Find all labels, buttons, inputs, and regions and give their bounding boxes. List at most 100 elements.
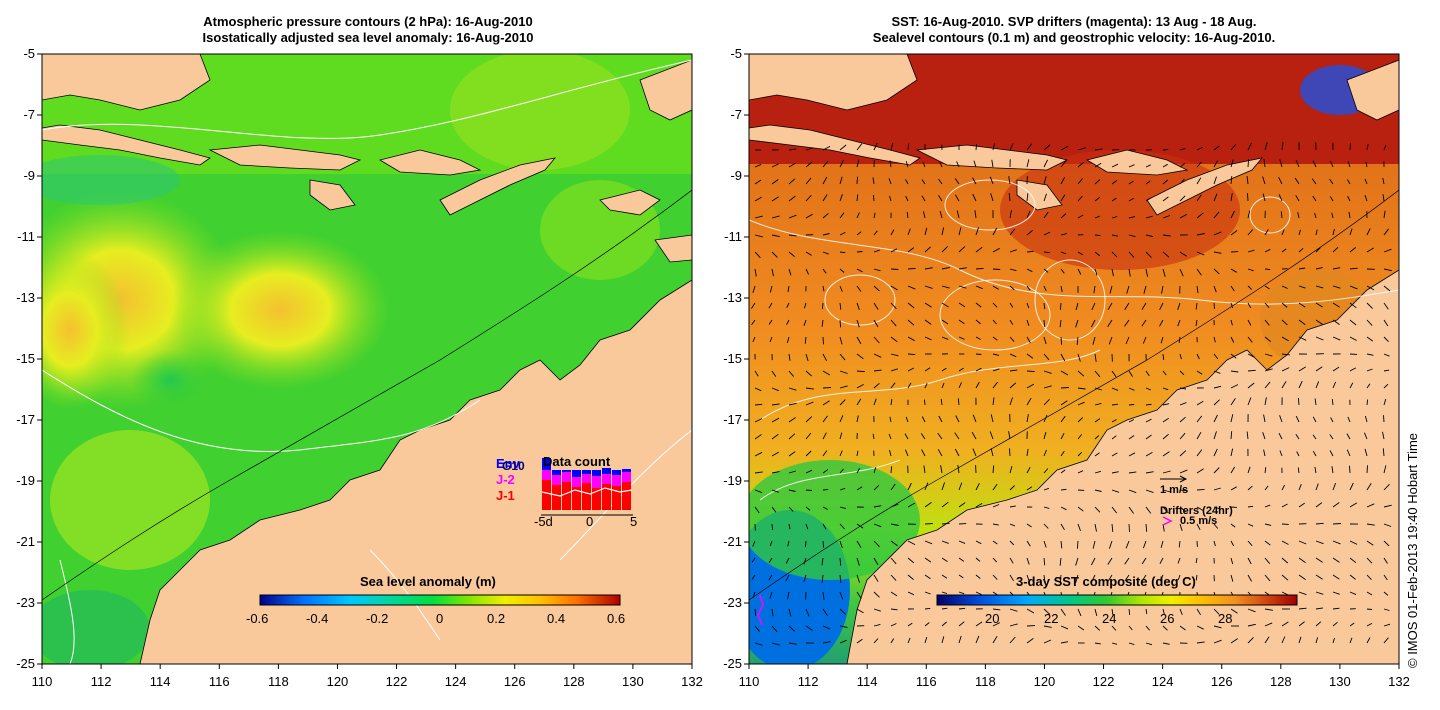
velocity-arrow — [1279, 415, 1283, 423]
velocity-arrow — [1177, 574, 1181, 581]
velocity-arrow — [1298, 621, 1305, 627]
velocity-arrow — [822, 506, 829, 510]
velocity-arrow — [1365, 161, 1368, 168]
velocity-arrow — [1213, 431, 1217, 440]
velocity-arrow — [1332, 637, 1335, 644]
velocity-arrow — [1315, 247, 1321, 253]
velocity-arrow — [1043, 639, 1052, 644]
velocity-arrow — [1128, 419, 1135, 423]
velocity-arrow — [1331, 466, 1334, 474]
y-tick-label: -9 — [23, 168, 35, 183]
velocity-arrow — [941, 482, 946, 491]
velocity-arrow — [1060, 641, 1069, 644]
velocity-arrow — [907, 285, 916, 290]
velocity-arrow — [973, 160, 977, 168]
velocity-arrow — [1264, 302, 1270, 308]
velocity-arrow — [1111, 608, 1114, 616]
velocity-arrow — [788, 625, 796, 632]
velocity-arrow — [788, 387, 797, 391]
velocity-arrow — [1026, 370, 1035, 373]
velocity-arrow — [1230, 302, 1234, 309]
ssla-cbar-label: -0.2 — [366, 611, 389, 626]
velocity-arrow — [1026, 557, 1030, 565]
right-title-line2: Sealevel contours (0.1 m) and geostrophi… — [872, 30, 1276, 45]
velocity-arrow — [1026, 466, 1031, 474]
velocity-arrow — [1383, 540, 1390, 547]
velocity-arrow — [1382, 448, 1385, 457]
velocity-arrow — [904, 449, 909, 457]
velocity-arrow — [1145, 251, 1152, 258]
velocity-arrow — [1111, 197, 1117, 202]
velocity-arrow — [1281, 503, 1288, 508]
velocity-arrow — [1196, 641, 1205, 644]
velocity-arrow — [1094, 642, 1101, 645]
velocity-arrow — [1142, 540, 1147, 549]
velocity-arrow — [1298, 636, 1302, 644]
velocity-arrow — [1143, 285, 1147, 294]
velocity-arrow — [1111, 234, 1119, 237]
velocity-arrow — [890, 503, 899, 508]
velocity-arrow — [1043, 193, 1047, 202]
velocity-arrow — [839, 212, 845, 219]
velocity-arrow — [1349, 267, 1358, 270]
velocity-arrow — [1043, 159, 1049, 168]
velocity-arrow — [890, 248, 898, 253]
velocity-arrow — [839, 399, 846, 406]
velocity-arrow — [804, 336, 807, 344]
velocity-arrow — [1026, 250, 1034, 253]
velocity-arrow — [1060, 145, 1069, 151]
velocity-arrow — [1043, 398, 1050, 406]
velocity-arrow — [785, 557, 790, 564]
velocity-arrow — [1297, 397, 1300, 406]
velocity-arrow — [1009, 319, 1014, 325]
velocity-arrow — [1094, 506, 1101, 513]
velocity-arrow — [1298, 574, 1306, 580]
velocity-arrow — [856, 486, 863, 491]
velocity-arrow — [1347, 195, 1351, 202]
velocity-arrow — [1026, 319, 1030, 326]
velocity-arrow — [1298, 336, 1307, 341]
velocity-arrow — [1246, 431, 1249, 440]
velocity-arrow — [890, 368, 898, 372]
velocity-arrow — [888, 433, 892, 440]
velocity-arrow — [839, 251, 846, 254]
x-tick-label: 128 — [1269, 674, 1292, 689]
velocity-arrow — [992, 368, 1000, 372]
velocity-arrow — [856, 143, 863, 151]
velocity-arrow — [1162, 433, 1169, 440]
velocity-arrow — [1349, 482, 1354, 491]
velocity-arrow — [752, 336, 756, 343]
velocity-arrow — [1329, 160, 1334, 168]
velocity-arrow — [1349, 622, 1355, 627]
inset-xlabel: 0 — [586, 514, 594, 529]
velocity-arrow — [1124, 557, 1130, 565]
velocity-arrow — [1196, 194, 1202, 202]
x-tick-label: 130 — [622, 674, 644, 689]
velocity-arrow — [924, 607, 931, 610]
velocity-arrow — [1383, 319, 1389, 327]
velocity-arrow — [1162, 370, 1167, 376]
velocity-arrow — [856, 450, 859, 457]
velocity-arrow — [1230, 574, 1234, 582]
velocity-arrow — [1196, 370, 1203, 375]
velocity-arrow — [1346, 449, 1351, 457]
velocity-arrow — [839, 468, 844, 474]
sst-cbar-label: 22 — [1044, 611, 1059, 626]
velocity-arrow — [1094, 268, 1098, 276]
x-tick-label: 114 — [149, 674, 171, 689]
velocity-arrow — [1315, 607, 1324, 610]
velocity-arrow — [1162, 268, 1166, 277]
velocity-arrow — [1383, 369, 1390, 372]
velocity-arrow — [958, 482, 963, 491]
velocity-arrow — [1196, 488, 1205, 491]
velocity-arrow — [821, 574, 824, 583]
velocity-arrow — [1111, 387, 1119, 391]
velocity-arrow — [1026, 302, 1030, 309]
velocity-arrow — [822, 370, 831, 376]
velocity-arrow — [1107, 574, 1113, 582]
velocity-arrow — [805, 268, 810, 275]
x-tick-label: 128 — [562, 674, 585, 689]
velocity-arrow — [992, 353, 1000, 356]
velocity-arrow — [1264, 485, 1269, 491]
velocity-arrow — [958, 621, 965, 627]
